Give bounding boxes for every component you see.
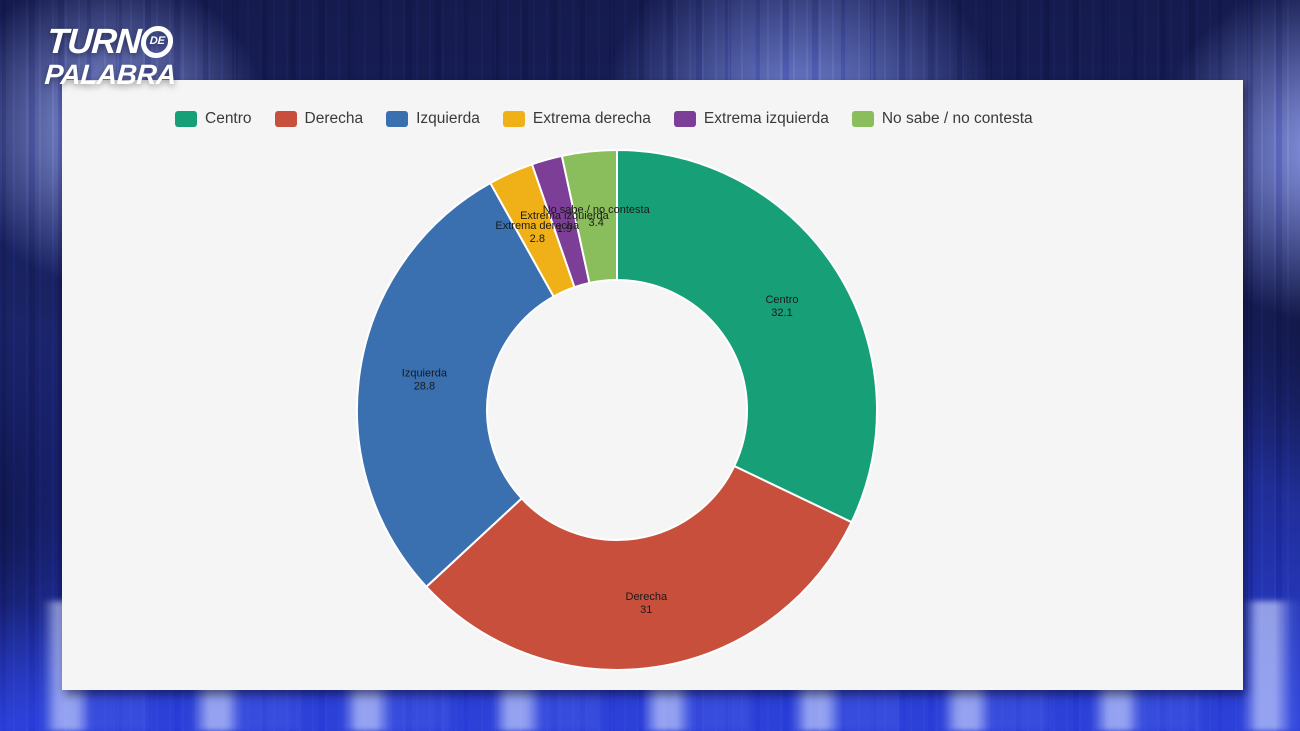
legend-label-extrema-derecha: Extrema derecha <box>532 110 651 127</box>
donut-slice-izquierda <box>355 181 556 589</box>
slice-label-izquierda: Izquierda 28.8 <box>402 368 448 393</box>
logo-text-palabra: PALABRA <box>43 59 178 90</box>
chart-legend: Centro Derecha Izquierda Extrema derecha Ext… <box>175 110 1033 128</box>
legend-item-derecha: Derecha <box>274 110 364 128</box>
logo-line-turno: TURN DE <box>45 22 180 61</box>
slice-label-centro: Centro 32.1 <box>765 294 798 319</box>
legend-swatch-no-sabe-no-contesta <box>851 111 874 127</box>
legend-swatch-extrema-izquierda <box>673 111 696 127</box>
donut-slice-derecha <box>424 464 853 671</box>
slice-label-extrema-derecha: Extrema derecha 2.8 <box>495 220 580 245</box>
slice-label-derecha: Derecha 31 <box>626 591 668 616</box>
chart-panel: Centro Derecha Izquierda Extrema derecha Ext… <box>62 80 1243 690</box>
donut-slice-no-sabe-no-contesta <box>560 148 618 285</box>
donut-chart: Centro 32.1 Derecha 31 Izquierda 28.8 Extrema … <box>355 148 878 671</box>
logo-text-turn: TURN <box>45 22 142 61</box>
legend-swatch-centro <box>175 111 197 127</box>
slice-label-extrema-izquierda: Extrema izquierda 1.9 <box>520 210 610 235</box>
legend-swatch-extrema-derecha <box>502 111 525 127</box>
legend-item-centro: Centro <box>175 110 252 128</box>
logo-de-circle-icon: DE <box>140 25 175 58</box>
program-logo: TURN DE PALABRA <box>43 22 180 90</box>
slice-label-no-sabe-no-contesta: No sabe / no contesta 3.4 <box>543 204 651 229</box>
legend-label-centro: Centro <box>205 110 252 127</box>
legend-item-izquierda: Izquierda <box>386 110 480 128</box>
legend-label-derecha: Derecha <box>304 110 364 127</box>
logo-text-de: DE <box>149 35 166 47</box>
legend-swatch-izquierda <box>386 111 409 127</box>
legend-label-extrema-izquierda: Extrema izquierda <box>703 110 829 127</box>
legend-item-no-sabe-no-contesta: No sabe / no contesta <box>851 110 1033 128</box>
legend-swatch-derecha <box>274 111 297 127</box>
donut-slice-centro <box>616 148 878 524</box>
legend-label-izquierda: Izquierda <box>416 110 480 127</box>
legend-item-extrema-izquierda: Extrema izquierda <box>673 110 829 128</box>
legend-label-no-sabe-no-contesta: No sabe / no contesta <box>881 110 1033 127</box>
legend-item-extrema-derecha: Extrema derecha <box>502 110 651 128</box>
